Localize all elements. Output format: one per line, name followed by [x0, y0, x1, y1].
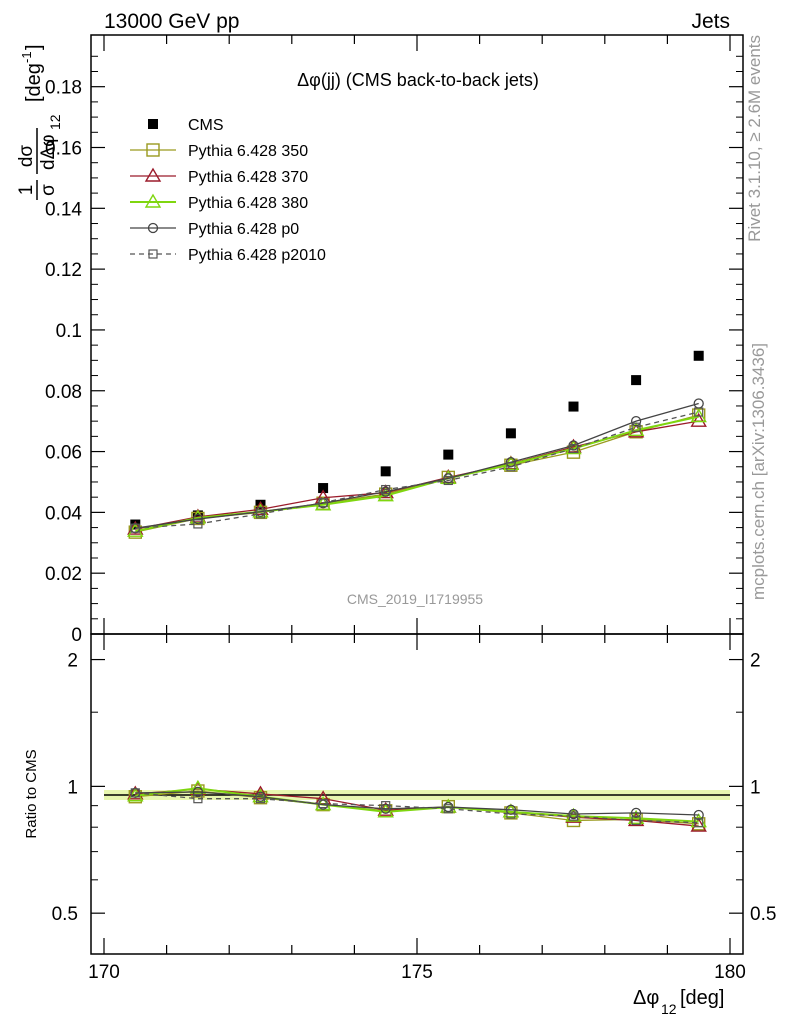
main-point-pythia-6-428-p2010	[193, 519, 203, 529]
legend-marker-pythia-6-428-p2010	[148, 249, 158, 259]
ylabel-unit: [deg	[23, 63, 45, 102]
ratio-point-pythia-6-428-p2010	[568, 811, 579, 821]
xtick-label: 175	[401, 962, 433, 983]
ratio-point-pythia-6-428-370	[252, 785, 269, 800]
legend-marker-pythia-6-428-350	[146, 143, 160, 157]
xlabel-sub: 12	[661, 1001, 677, 1017]
ylabel-d-num: dσ	[16, 145, 37, 168]
main-ytick-label: 0.12	[45, 260, 82, 281]
cms-data-point	[631, 375, 642, 386]
analysis-watermark: CMS_2019_I1719955	[347, 591, 483, 607]
x-axis-label: Δφ 12 [deg]	[633, 987, 724, 1017]
main-ytick-label: 0	[71, 625, 82, 646]
ylabel-d-den-sub: 12	[47, 114, 63, 130]
ylabel-unit-sup: -1	[19, 51, 34, 63]
main-point-pythia-6-428-p2010	[443, 475, 453, 486]
main-ytick-label: 0.16	[45, 139, 82, 160]
rivet-version-label: Rivet 3.1.10, ≥ 2.6M events	[745, 35, 764, 242]
main-point-pythia-6-428-p2010	[631, 422, 641, 432]
ratio-point-pythia-6-428-p0	[192, 786, 204, 798]
plot-title: Δφ(jj) (CMS back-to-back jets)	[297, 70, 539, 90]
legend-marker-pythia-6-428-380	[144, 193, 162, 208]
legend-marker-pythia-6-428-370	[144, 167, 162, 182]
cms-data-point	[443, 449, 454, 460]
legend-label-pythia-6-428-p2010: Pythia 6.428 p2010	[188, 247, 326, 264]
series-layer	[127, 350, 707, 832]
cms-data-point	[693, 350, 704, 361]
main-point-pythia-6-428-p2010	[568, 443, 579, 454]
main-ytick-label: 0.08	[45, 382, 82, 403]
legend-marker-pythia-6-428-p0	[147, 222, 159, 234]
mcplots-label: mcplots.cern.ch [arXiv:1306.3436]	[749, 343, 768, 600]
ratio-point-pythia-6-428-p2010	[255, 794, 266, 804]
ratio-ytick-label: 2	[67, 651, 78, 672]
cms-data-point	[318, 483, 329, 494]
xlabel-main: Δφ	[633, 987, 659, 1009]
main-line-pythia-6-428-p0	[135, 402, 699, 529]
ratio-y-axis-label: Ratio to CMS	[23, 749, 40, 838]
main-ytick-label: 0.1	[56, 321, 82, 342]
legend-marker-cms	[148, 119, 158, 129]
ylabel-d-den: dΔφ	[38, 134, 59, 170]
legend-label-pythia-6-428-p0: Pythia 6.428 p0	[188, 221, 299, 238]
ylabel-frac-num: 1	[16, 185, 37, 196]
legend: CMS Pythia 6.428 350 Pythia 6.428 370 Pythi…	[130, 117, 326, 264]
main-ytick-label: 0.18	[45, 78, 82, 99]
main-point-pythia-6-428-p2010	[506, 462, 516, 472]
main-ytick-label: 0.04	[45, 503, 82, 524]
ratio-line-pythia-6-428-p0	[135, 791, 699, 816]
ratio-ytick-label-right: 1	[750, 777, 761, 798]
cms-data-point	[568, 401, 579, 412]
main-ytick-label: 0.14	[45, 199, 82, 220]
header-left: 13000 GeV pp	[104, 10, 239, 33]
ratio-ytick-label: 0.5	[52, 904, 78, 925]
ratio-point-pythia-6-428-p0	[630, 807, 642, 819]
main-point-pythia-6-428-p2010	[381, 484, 391, 495]
ratio-ytick-label-right: 0.5	[750, 904, 776, 925]
ratio-line-pythia-6-428-380	[135, 787, 699, 823]
xtick-label: 180	[714, 962, 746, 983]
ratio-point-pythia-6-428-p2010	[443, 804, 453, 814]
ratio-point-pythia-6-428-p0	[693, 809, 704, 821]
ratio-point-pythia-6-428-380	[189, 779, 207, 794]
xtick-label: 170	[88, 962, 120, 983]
main-point-pythia-6-428-p2010	[694, 407, 704, 417]
ratio-point-pythia-6-428-p2010	[694, 818, 704, 828]
main-point-pythia-6-428-p0	[630, 416, 642, 427]
ratio-ytick-label-right: 2	[750, 651, 761, 672]
ratio-point-pythia-6-428-p2010	[506, 809, 516, 819]
ratio-point-pythia-6-428-p2010	[631, 815, 641, 826]
legend-label-pythia-6-428-380: Pythia 6.428 380	[188, 195, 308, 212]
legend-label-pythia-6-428-370: Pythia 6.428 370	[188, 169, 308, 186]
ratio-point-pythia-6-428-p2010	[193, 794, 203, 804]
main-point-pythia-6-428-370	[690, 412, 707, 427]
cms-data-point	[192, 510, 203, 521]
axes-layer: 0 0.02 0.04 0.06 0.08 0.1 0.12 0.14 0.16 0.18 170 1…	[45, 35, 776, 983]
main-ytick-label: 0.02	[45, 564, 82, 585]
ratio-point-pythia-6-428-p2010	[130, 788, 140, 798]
main-point-pythia-6-428-p2010	[255, 509, 266, 519]
ratio-point-pythia-6-428-p2010	[381, 801, 391, 811]
cms-data-point	[380, 466, 391, 477]
ylabel-unit-close: ]	[23, 44, 45, 50]
header-right: Jets	[691, 10, 730, 33]
main-y-axis-label: 1 σ dσ dΔφ 12 [deg -1 ]	[16, 44, 63, 200]
main-point-pythia-6-428-p2010	[130, 523, 140, 533]
ratio-line-pythia-6-428-p2010	[135, 792, 699, 824]
main-point-pythia-6-428-p2010	[318, 498, 328, 508]
xlabel-unit: [deg]	[680, 987, 724, 1009]
main-line-pythia-6-428-p2010	[135, 411, 699, 529]
ratio-ytick-label: 1	[67, 777, 78, 798]
legend-label-pythia-6-428-350: Pythia 6.428 350	[188, 143, 308, 160]
cms-data-point	[505, 428, 516, 439]
main-point-pythia-6-428-p0	[192, 513, 204, 525]
ylabel-frac-den: σ	[38, 184, 59, 196]
main-ytick-label: 0.06	[45, 443, 82, 464]
legend-label-cms: CMS	[188, 117, 224, 134]
ratio-point-pythia-6-428-p2010	[318, 799, 328, 809]
